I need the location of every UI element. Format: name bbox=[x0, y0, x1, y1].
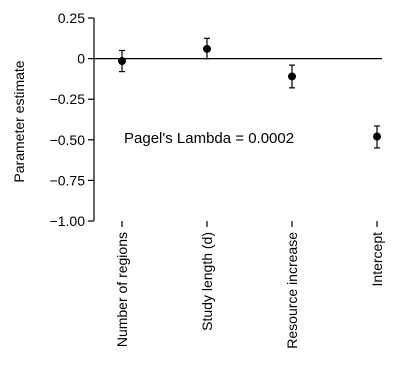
y-tick-label: −0.50 bbox=[50, 132, 86, 148]
y-tick-label: −0.75 bbox=[50, 172, 86, 188]
x-tick-label: Number of regions bbox=[114, 232, 130, 347]
y-tick-label: −1.00 bbox=[50, 213, 86, 229]
data-point bbox=[203, 44, 211, 53]
y-tick-label: 0.25 bbox=[58, 10, 85, 26]
data-point bbox=[373, 132, 381, 141]
x-tick-label: Resource increase bbox=[284, 232, 300, 349]
data-point bbox=[118, 57, 126, 66]
lambda-annotation: Pagel's Lambda = 0.0002 bbox=[124, 130, 294, 147]
x-tick-label: Intercept bbox=[369, 232, 385, 287]
axes: 0.25 0 −0.25 −0.50 −0.75 −1.00 Number of regio… bbox=[50, 10, 385, 349]
data-point bbox=[288, 72, 296, 81]
x-tick-label: Study length (d) bbox=[199, 232, 215, 331]
chart-marks bbox=[118, 37, 381, 149]
y-axis-label: Parameter estimate bbox=[11, 60, 27, 182]
y-tick-label: 0 bbox=[77, 51, 85, 67]
y-tick-label: −0.25 bbox=[50, 91, 86, 107]
